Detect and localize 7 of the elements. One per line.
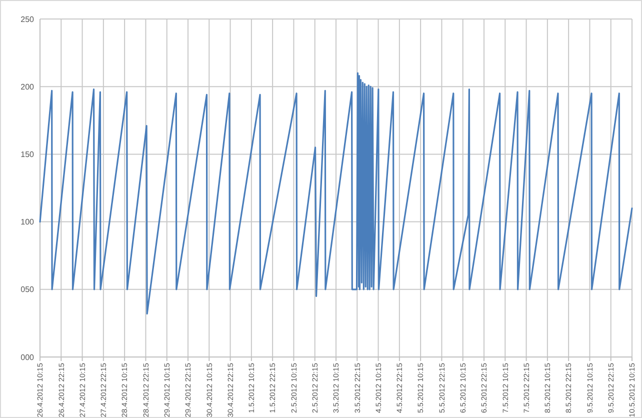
y-tick-label: 050 (20, 285, 35, 294)
y-tick-label: 200 (20, 82, 35, 92)
y-tick-label: 000 (20, 352, 35, 362)
line-series (39, 72, 633, 315)
y-tick-label: 250 (20, 14, 35, 24)
y-tick-label: 100 (20, 218, 35, 227)
y-tick-label: 150 (20, 150, 35, 159)
